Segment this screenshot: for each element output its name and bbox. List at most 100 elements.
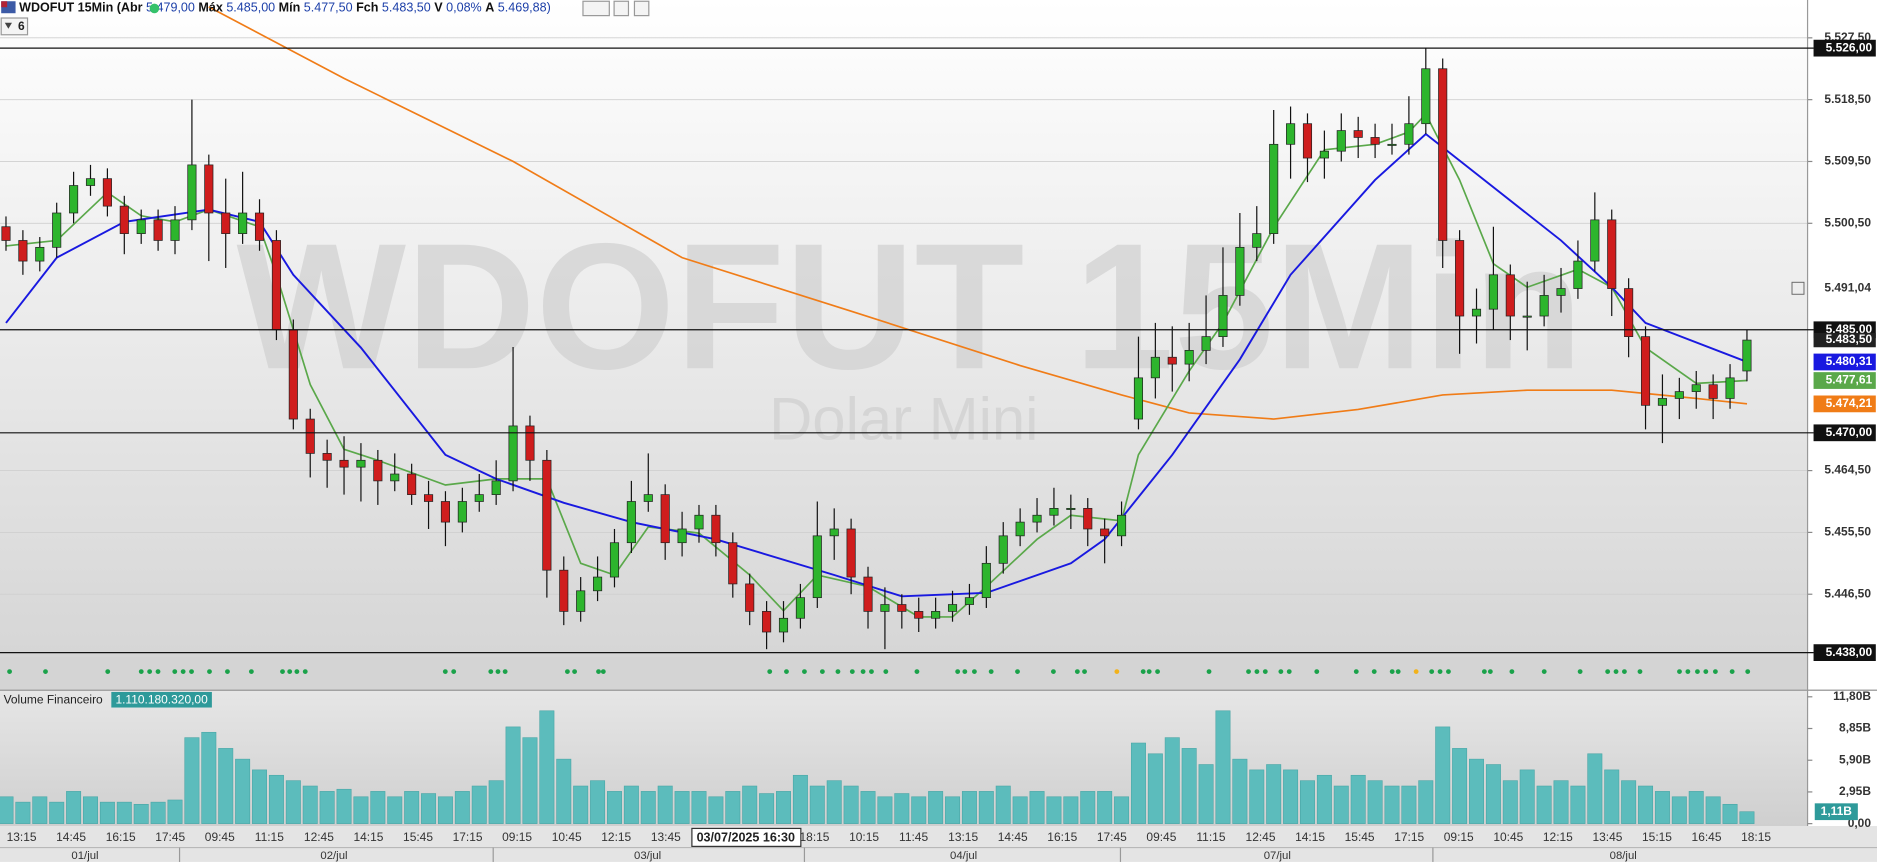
x-tick-label: 14:15: [353, 830, 383, 844]
period-dropdown[interactable]: [0, 17, 29, 36]
candle-body: [1573, 260, 1583, 289]
volume-bar: [1232, 758, 1248, 824]
candle-body: [1083, 508, 1093, 530]
candle-body: [829, 528, 839, 537]
volume-bar: [437, 796, 453, 824]
candle-body: [998, 535, 1008, 564]
signal-dot: [172, 669, 178, 675]
volume-bar: [590, 780, 606, 824]
volume-bar: [1621, 780, 1637, 824]
signal-dot: [1437, 669, 1443, 675]
header-field-value: 5.469,88): [498, 1, 551, 15]
last-price-box: [1813, 332, 1876, 348]
header-button[interactable]: [582, 0, 610, 17]
signal-dot: [596, 669, 601, 675]
candle-body: [880, 604, 890, 612]
candle-body: [1015, 521, 1025, 537]
signal-dot: [1729, 669, 1735, 675]
header-button[interactable]: [633, 0, 650, 17]
candle-body: [474, 494, 484, 502]
signal-dot: [1637, 669, 1643, 675]
volume-bar: [995, 785, 1011, 824]
x-tick-label: 17:15: [1394, 830, 1424, 844]
volume-bar: [302, 785, 318, 824]
candle-body: [677, 528, 687, 544]
signal-dot: [1605, 669, 1611, 675]
header-field-name: Fch: [356, 1, 378, 15]
x-tick-label: 10:15: [849, 830, 879, 844]
candle-body: [1184, 350, 1194, 365]
signal-dot: [1487, 669, 1493, 675]
volume-bar: [657, 785, 673, 824]
signal-dot: [502, 669, 508, 675]
candle-body: [1032, 514, 1042, 523]
volume-bar: [1722, 803, 1738, 824]
level-label: 5.470,00: [1826, 425, 1873, 439]
candle-body: [204, 164, 214, 214]
signal-dot: [302, 669, 308, 675]
volume-bar: [1705, 796, 1721, 824]
candle-body: [931, 611, 941, 619]
x-tick-label: 14:45: [998, 830, 1028, 844]
signal-dot: [495, 669, 501, 675]
x-tick-label: 18:15: [800, 830, 830, 844]
volume-bar: [116, 801, 132, 824]
signal-dot: [1314, 669, 1320, 675]
volume-bar: [1215, 710, 1231, 824]
candle-body: [254, 212, 265, 241]
candle-body: [1657, 398, 1667, 406]
signal-dot: [1140, 669, 1146, 675]
volume-tick-label: 2,95B: [1839, 784, 1871, 798]
x-tick-label: 13:15: [7, 830, 37, 844]
signal-dot: [572, 669, 577, 675]
volume-tick-label: 8,85B: [1839, 721, 1871, 735]
signal-dot: [1371, 669, 1377, 675]
candle-body: [1455, 240, 1465, 317]
header-title: WDOFUT 15Min: [19, 1, 113, 15]
x-tick-label: 10:45: [1493, 830, 1523, 844]
volume-bar: [911, 796, 927, 824]
crosshair-time-box: [691, 827, 802, 847]
x-tick-label: 09:15: [1444, 830, 1474, 844]
volume-bar: [1147, 753, 1163, 824]
signal-dot: [1155, 669, 1160, 675]
candle-body: [1302, 123, 1313, 159]
signal-dot: [784, 669, 789, 675]
volume-bar: [1469, 758, 1484, 824]
signal-dot: [1082, 669, 1087, 675]
signal-dot: [565, 669, 570, 675]
volume-bar: [1553, 780, 1569, 824]
volume-bar: [252, 769, 268, 824]
x-tick-label: 11:15: [1196, 830, 1225, 844]
candle-body: [846, 528, 856, 578]
x-tick-label: 12:45: [304, 830, 334, 844]
volume-bar: [66, 791, 82, 824]
volume-bar: [1114, 796, 1130, 824]
volume-tick-label: 5,90B: [1839, 752, 1871, 766]
volume-bar: [319, 791, 335, 824]
day-label: 07/jul: [1264, 850, 1291, 862]
candle-body: [1607, 219, 1617, 289]
volume-bar: [1266, 764, 1282, 824]
candle-body: [1100, 528, 1110, 537]
header-button[interactable]: [613, 0, 630, 17]
volume-bar: [843, 785, 859, 824]
ma-last-box: [1813, 395, 1876, 413]
volume-bar: [708, 796, 724, 824]
candle-body: [407, 473, 417, 495]
ma-last-label: 5.480,31: [1826, 354, 1873, 368]
volume-last-box: [1814, 803, 1858, 821]
y-tick-label: 5.518,50: [1824, 92, 1871, 106]
candle-body: [525, 425, 535, 461]
candle-body: [1708, 384, 1718, 399]
candle-body: [1404, 123, 1414, 145]
volume-bar: [1502, 780, 1518, 824]
volume-bar: [623, 785, 639, 824]
candle-body: [85, 178, 96, 186]
candle-body: [1624, 288, 1634, 337]
candle-body: [778, 617, 789, 633]
signal-dot: [860, 669, 866, 675]
level-label: 5.526,00: [1826, 40, 1873, 54]
candle-body: [153, 219, 163, 241]
volume-bar: [370, 791, 386, 824]
